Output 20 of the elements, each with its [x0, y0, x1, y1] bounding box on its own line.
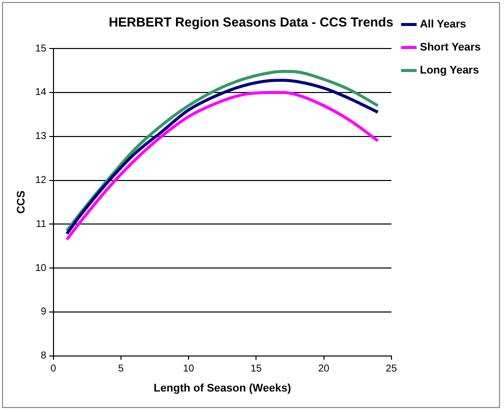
y-tick-label: 8: [40, 350, 47, 362]
x-tick-label: 5: [118, 364, 124, 375]
y-tick-label: 12: [35, 175, 47, 186]
x-tick-label: 15: [250, 364, 262, 375]
chart-title: HERBERT Region Seasons Data - CCS Trends: [108, 14, 394, 30]
y-tick-label: 15: [35, 43, 47, 54]
legend-label: Long Years: [420, 64, 479, 77]
y-tick-label: 14: [35, 87, 47, 98]
legend-label: All Years: [420, 18, 466, 31]
x-tick-label: 10: [182, 364, 195, 375]
x-tick-label: 25: [386, 364, 398, 375]
y-tick-label: 11: [36, 218, 47, 230]
x-tick-label: 20: [318, 364, 330, 375]
y-tick-label: 9: [40, 306, 47, 318]
legend-label: Short Years: [420, 42, 481, 54]
x-tick-label: 0: [50, 364, 57, 375]
y-tick-label: 10: [35, 262, 47, 274]
y-axis-title: CCS: [16, 190, 28, 214]
y-tick-label: 13: [35, 131, 47, 142]
x-axis-title: Length of Season (Weeks): [154, 382, 292, 394]
